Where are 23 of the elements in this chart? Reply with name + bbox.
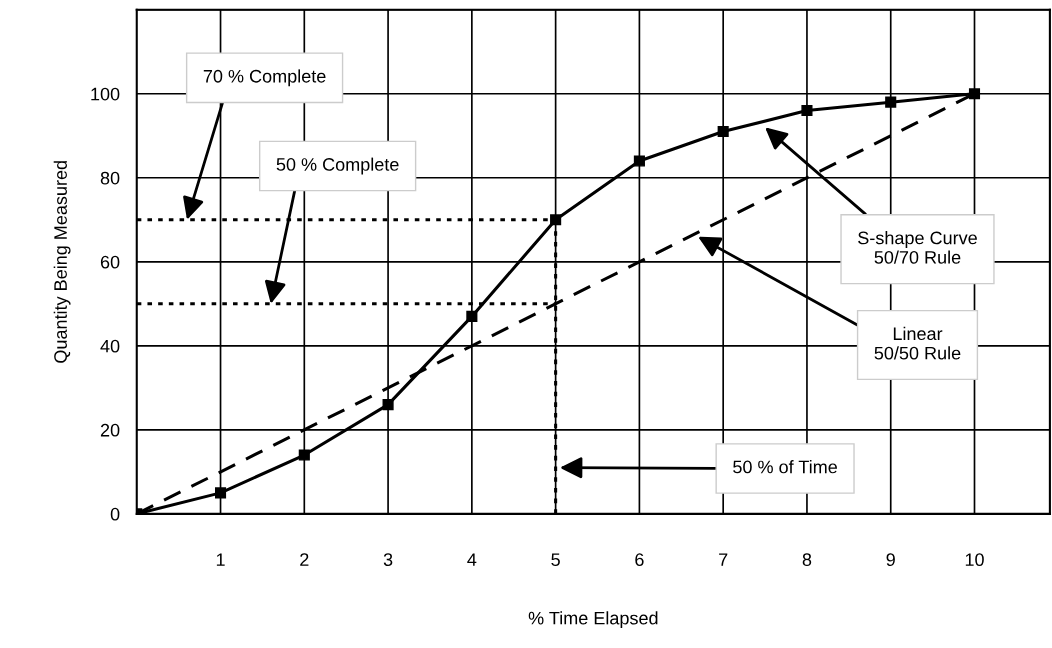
- annotation: 70 % Complete: [203, 69, 326, 87]
- y-tick-label: 40: [100, 339, 120, 353]
- x-tick-label: 9: [886, 553, 895, 567]
- annotation: 50 % of Time: [733, 460, 837, 474]
- x-tick-label: 6: [635, 553, 644, 567]
- y-tick-label: 20: [100, 423, 120, 437]
- y-axis-title: Quantity Being Measured: [53, 161, 71, 363]
- annotation: 50 % Complete: [276, 157, 399, 175]
- y-tick-label: 60: [100, 255, 120, 269]
- x-tick-label: 8: [802, 553, 812, 567]
- x-tick-label: 7: [719, 553, 728, 566]
- x-tick-label: 10: [965, 553, 984, 567]
- y-tick-label: 100: [91, 87, 120, 101]
- x-tick-label: 1: [216, 553, 225, 566]
- x-tick-label: 2: [300, 553, 309, 566]
- x-tick-label: 4: [467, 553, 477, 566]
- annotation: S-shape Curve 50/70 Rule: [858, 231, 977, 264]
- annotation: Linear 50/50 Rule: [874, 326, 961, 360]
- x-axis-title: % Time Elapsed: [528, 611, 658, 629]
- y-tick-label: 0: [110, 507, 120, 521]
- x-tick-label: 5: [551, 553, 560, 567]
- y-tick-label: 80: [100, 171, 120, 185]
- x-tick-label: 3: [383, 553, 393, 567]
